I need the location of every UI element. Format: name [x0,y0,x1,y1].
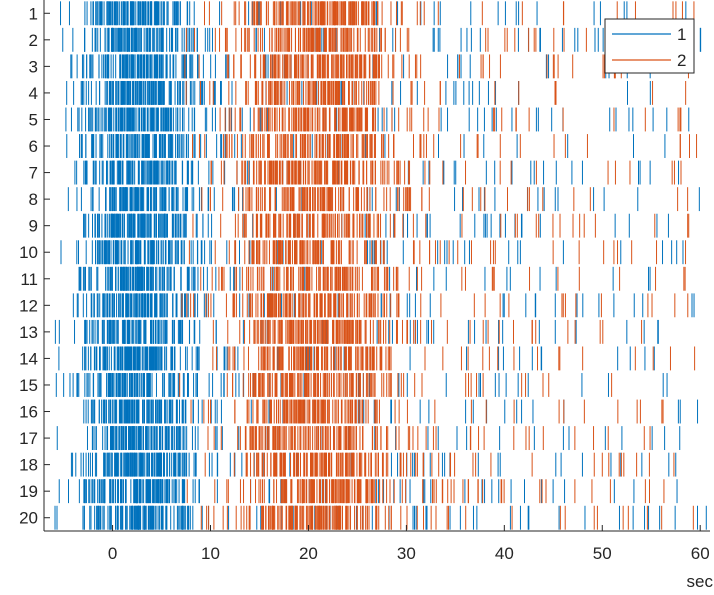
plot-area-background [44,0,710,531]
